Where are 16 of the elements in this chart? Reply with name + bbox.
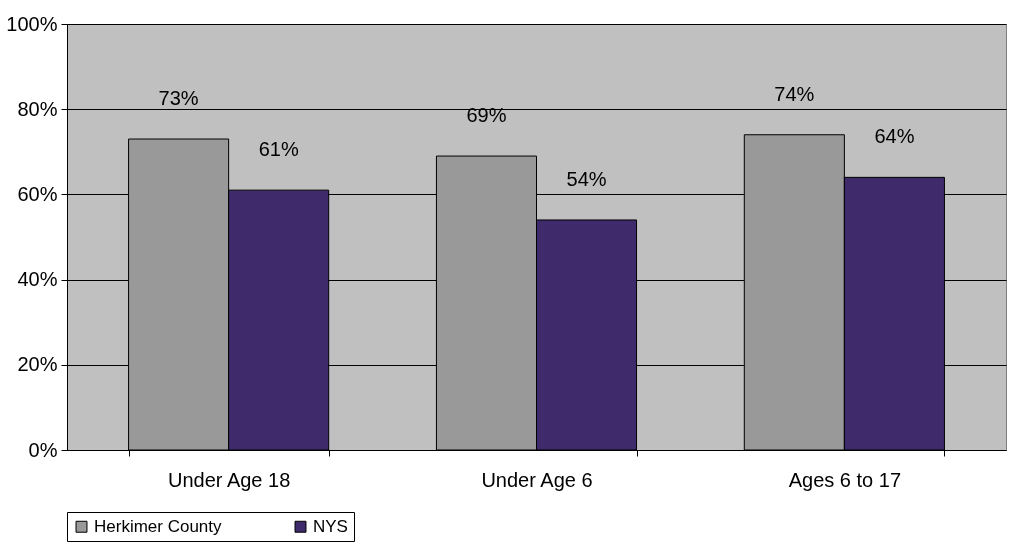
data-label: 73% (158, 87, 199, 110)
y-tick-label: 0% (28, 438, 58, 461)
legend-label: Herkimer County (94, 516, 223, 536)
x-tick-label: Under Age 6 (481, 468, 593, 491)
legend-label: NYS (313, 516, 348, 536)
y-tick-label: 100% (6, 12, 58, 35)
y-tick-label: 60% (17, 182, 58, 205)
y-tick-label: 20% (17, 353, 58, 376)
data-label: 54% (566, 167, 607, 190)
x-tick-label: Under Age 18 (167, 468, 291, 491)
data-label: 61% (258, 138, 299, 161)
data-label: 64% (874, 125, 915, 148)
y-tick-label: 40% (17, 268, 58, 291)
x-tick-label: Ages 6 to 17 (788, 468, 902, 491)
data-label: 74% (774, 82, 815, 105)
y-tick-label: 80% (17, 97, 58, 120)
